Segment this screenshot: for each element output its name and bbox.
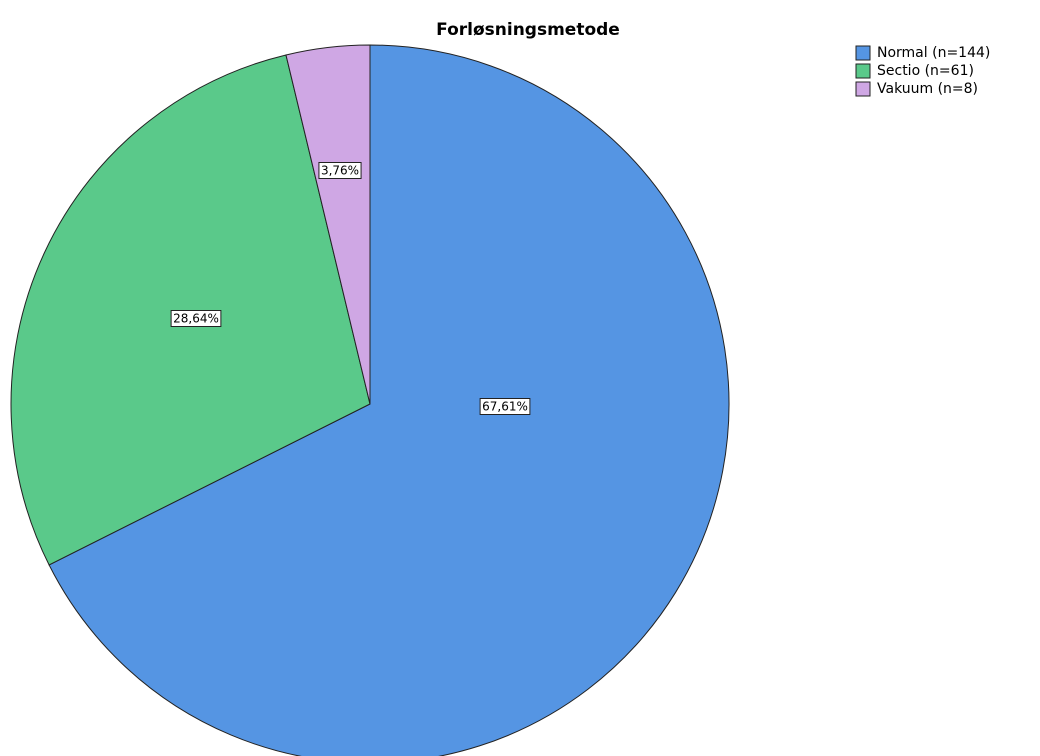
- legend-swatch: [855, 45, 871, 61]
- pie-slice: [285, 44, 371, 405]
- pie-slice: [48, 44, 730, 756]
- label-background: [170, 310, 222, 327]
- value-label-box: 3,76%: [318, 162, 362, 179]
- legend-text: Sectio (n=61): [877, 63, 974, 79]
- legend-swatch: [855, 63, 871, 79]
- value-label-box: 28,64%: [170, 310, 222, 327]
- legend-swatch: [855, 81, 871, 97]
- label-background: [318, 162, 362, 179]
- pie-slice: [10, 54, 371, 566]
- value-label: 67,61%: [482, 400, 528, 414]
- value-label-box: 67,61%: [479, 398, 531, 415]
- value-label: 28,64%: [173, 312, 219, 326]
- chart-title: Forløsningsmetode: [436, 20, 620, 40]
- value-label: 3,76%: [321, 164, 359, 178]
- legend-text: Vakuum (n=8): [877, 81, 978, 97]
- legend-text: Normal (n=144): [877, 45, 990, 61]
- label-background: [479, 398, 531, 415]
